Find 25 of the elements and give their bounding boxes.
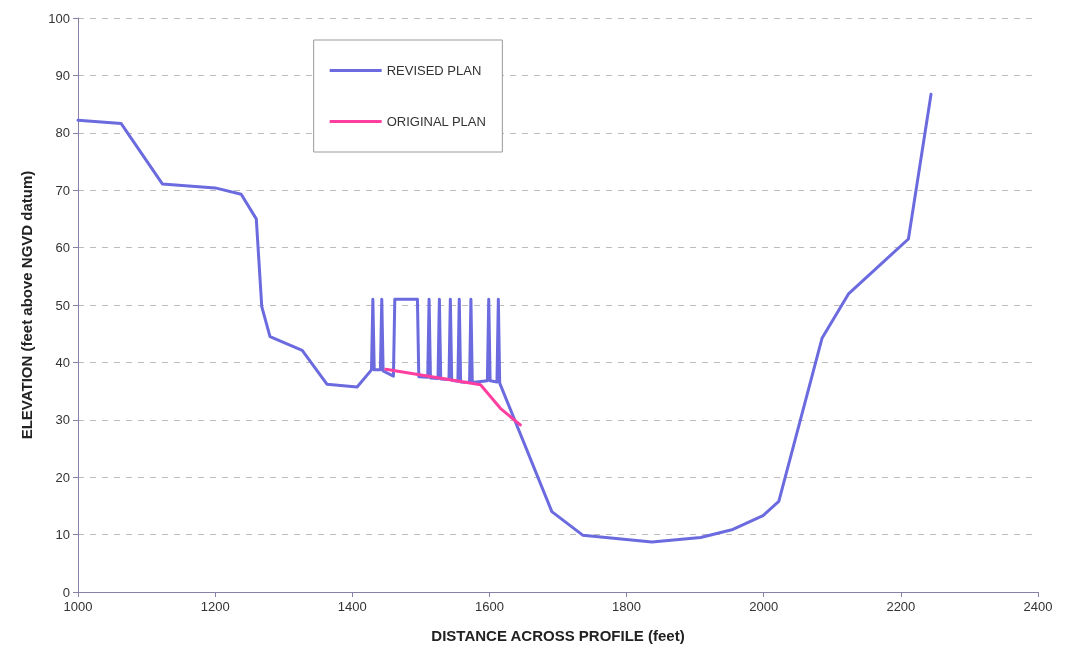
- y-tick-label: 90: [55, 67, 70, 83]
- x-axis-title: DISTANCE ACROSS PROFILE (feet): [431, 627, 685, 644]
- legend-label: ORIGINAL PLAN: [386, 114, 486, 129]
- legend-label: REVISED PLAN: [386, 63, 482, 78]
- y-tick-label: 20: [55, 469, 70, 485]
- x-tick-label: 2000: [749, 599, 779, 614]
- y-tick-label: 80: [55, 125, 70, 141]
- y-tick-label: 50: [55, 297, 70, 313]
- y-tick-label: 70: [55, 182, 70, 198]
- x-tick-label: 2200: [886, 599, 916, 614]
- x-tick-label: 1800: [612, 599, 642, 614]
- x-tick-label: 2400: [1023, 599, 1053, 614]
- y-tick-label: 10: [55, 527, 70, 543]
- x-tick-label: 1200: [200, 599, 230, 614]
- y-tick-label: 60: [55, 240, 70, 256]
- y-tick-label: 30: [55, 412, 70, 428]
- x-tick-label: 1000: [63, 599, 93, 614]
- line-series: [384, 367, 522, 427]
- y-tick-label: 40: [55, 354, 70, 370]
- y-tick-label: 100: [48, 10, 70, 26]
- x-tick-label: 1600: [474, 599, 504, 614]
- y-tick-label: 0: [62, 584, 70, 600]
- x-tick-label: 1400: [337, 599, 367, 614]
- y-axis-title: ELEVATION (feet above NGVD datum): [18, 170, 35, 440]
- line-series: [76, 92, 933, 544]
